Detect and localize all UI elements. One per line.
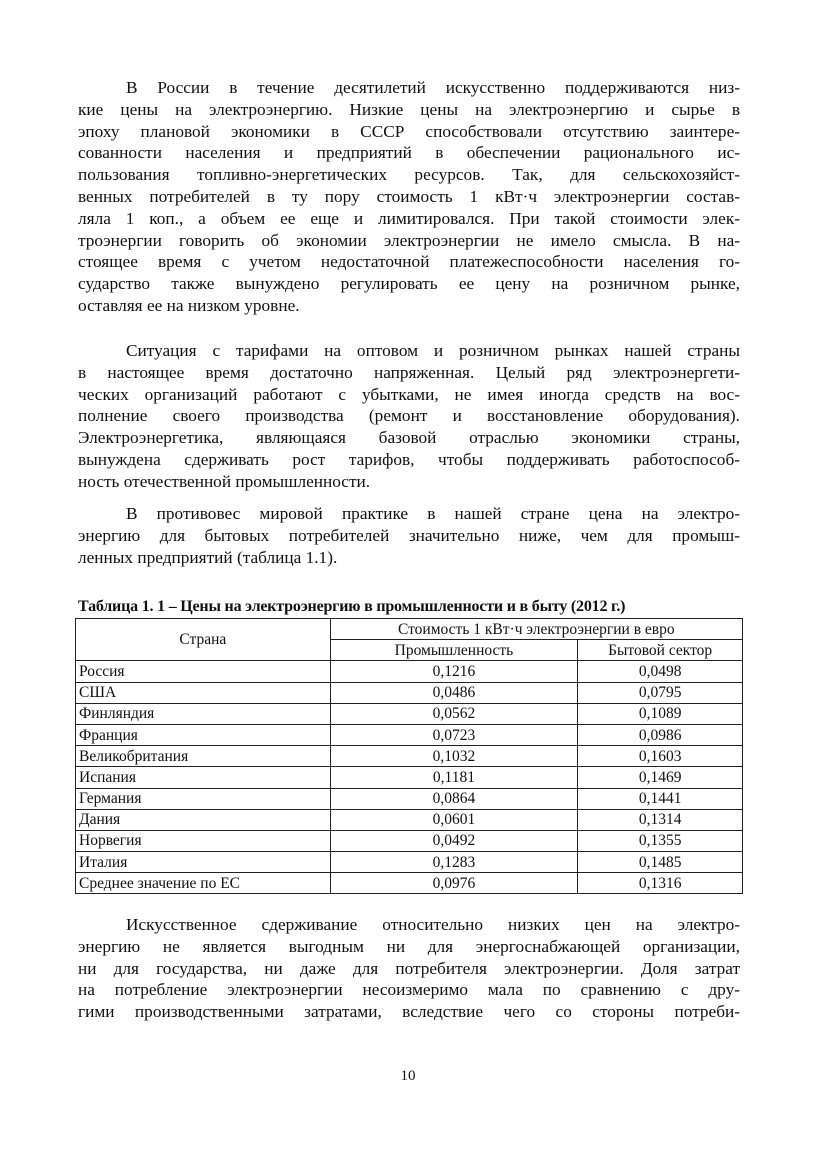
header-country: Страна <box>75 617 331 662</box>
paragraph-2: Ситуация с тарифами на оптовом и розничн… <box>78 340 740 493</box>
text-line: пользования топливно-энергетических ресу… <box>78 165 740 185</box>
paragraph-1: В России в течение десятилетий искусстве… <box>78 77 740 317</box>
industry-price-cell: 0,0486 <box>329 681 579 704</box>
header-cost-group: Стоимость 1 кВт·ч электроэнергии в евро <box>329 617 744 641</box>
household-price-cell: 0,1089 <box>577 702 743 725</box>
text-line: оставляя ее на низком уровне. <box>78 295 300 315</box>
household-price-cell: 0,1316 <box>577 872 743 895</box>
country-cell: США <box>75 681 331 704</box>
text-line: ляла 1 коп., а объем ее еще и лимитирова… <box>78 208 740 228</box>
industry-price-cell: 0,1283 <box>329 851 579 874</box>
text-line: венных потребителей в ту пору стоимость … <box>78 186 740 206</box>
price-table: Страна Стоимость 1 кВт·ч электроэнергии … <box>75 617 744 895</box>
text-line: Искусственное сдерживание относительно н… <box>126 915 740 934</box>
industry-price-cell: 0,0723 <box>329 723 579 747</box>
country-cell: Германия <box>75 787 331 810</box>
table-row: Великобритания 0,1032 0,1603 <box>75 745 743 768</box>
text-line: энергию для бытовых потребителей значите… <box>78 525 740 545</box>
table-row: Среднее значение по ЕС 0,0976 0,1316 <box>75 872 743 895</box>
header-industry: Промышленность <box>329 639 579 662</box>
industry-price-cell: 0,0601 <box>329 808 579 831</box>
country-cell: Испания <box>75 766 331 789</box>
header-household: Бытовой сектор <box>577 639 743 662</box>
text-line: Ситуация с тарифами на оптовом и розничн… <box>126 341 740 360</box>
country-cell: Дания <box>75 808 331 831</box>
household-price-cell: 0,1485 <box>577 851 743 874</box>
country-cell: Норвегия <box>75 829 331 853</box>
country-cell: Среднее значение по ЕС <box>75 872 331 895</box>
industry-price-cell: 0,0562 <box>329 702 579 725</box>
paragraph-4: Искусственное сдерживание относительно н… <box>78 914 740 1023</box>
text-line: ни для государства, ни даже для потребит… <box>78 958 740 978</box>
text-line: ность отечественной промышленности. <box>78 471 371 491</box>
table-row: Норвегия 0,0492 0,1355 <box>75 829 743 853</box>
industry-price-cell: 0,1216 <box>329 660 579 683</box>
text-line: в настоящее время достаточно напряженная… <box>78 362 740 382</box>
household-price-cell: 0,1603 <box>577 745 743 768</box>
text-line: Электроэнергетика, являющаяся базовой от… <box>78 428 740 448</box>
household-price-cell: 0,0986 <box>577 723 743 747</box>
table-row: США 0,0486 0,0795 <box>75 681 743 704</box>
text-line: кие цены на электроэнергию. Низкие цены … <box>78 99 740 119</box>
household-price-cell: 0,1469 <box>577 766 743 789</box>
text-line: ленных предприятий (таблица 1.1). <box>78 547 338 567</box>
household-price-cell: 0,1441 <box>577 787 743 810</box>
text-line: В России в течение десятилетий искусстве… <box>126 78 740 97</box>
country-cell: Италия <box>75 851 331 874</box>
industry-price-cell: 0,0976 <box>329 872 579 895</box>
household-price-cell: 0,0498 <box>577 660 743 683</box>
table-row: Франция 0,0723 0,0986 <box>75 723 743 747</box>
table-caption: Таблица 1. 1 – Цены на электроэнергию в … <box>78 598 626 615</box>
country-cell: Финляндия <box>75 702 331 725</box>
table-row: Италия 0,1283 0,1485 <box>75 851 743 874</box>
table-row: Дания 0,0601 0,1314 <box>75 808 743 831</box>
text-line: сованности населения и предприятий в обе… <box>78 143 740 163</box>
table-row: Россия 0,1216 0,0498 <box>75 660 743 683</box>
table-row: Германия 0,0864 0,1441 <box>75 787 743 810</box>
household-price-cell: 0,1314 <box>577 808 743 831</box>
household-price-cell: 0,1355 <box>577 829 743 853</box>
text-line: троэнергии говорить об экономии электроэ… <box>78 230 740 250</box>
table-row: Испания 0,1181 0,1469 <box>75 766 743 789</box>
text-line: гими производственными затратами, вследс… <box>78 1002 740 1022</box>
country-cell: Франция <box>75 723 331 747</box>
text-line: В противовес мировой практике в нашей ст… <box>126 504 740 523</box>
industry-price-cell: 0,0492 <box>329 829 579 853</box>
text-line: полнение своего производства (ремонт и в… <box>78 406 740 426</box>
table-row: Финляндия 0,0562 0,1089 <box>75 702 743 725</box>
industry-price-cell: 0,1181 <box>329 766 579 789</box>
household-price-cell: 0,0795 <box>577 681 743 704</box>
text-line: вынуждена сдерживать рост тарифов, чтобы… <box>78 449 740 469</box>
paragraph-3: В противовес мировой практике в нашей ст… <box>78 503 740 568</box>
text-line: энергию не является выгодным ни для энер… <box>78 936 740 956</box>
country-cell: Россия <box>75 660 331 683</box>
industry-price-cell: 0,0864 <box>329 787 579 810</box>
text-line: сударство также вынуждено регулировать е… <box>78 274 740 294</box>
text-line: стоящее время с учетом недостаточной пла… <box>78 252 740 272</box>
industry-price-cell: 0,1032 <box>329 745 579 768</box>
text-line: эпоху плановой экономики в СССР способст… <box>78 121 740 141</box>
text-line: на потребление электроэнергии несоизмери… <box>78 980 740 1000</box>
page-number: 10 <box>400 1068 416 1084</box>
text-line: ческих организаций работают с убытками, … <box>78 384 740 404</box>
country-cell: Великобритания <box>75 745 331 768</box>
